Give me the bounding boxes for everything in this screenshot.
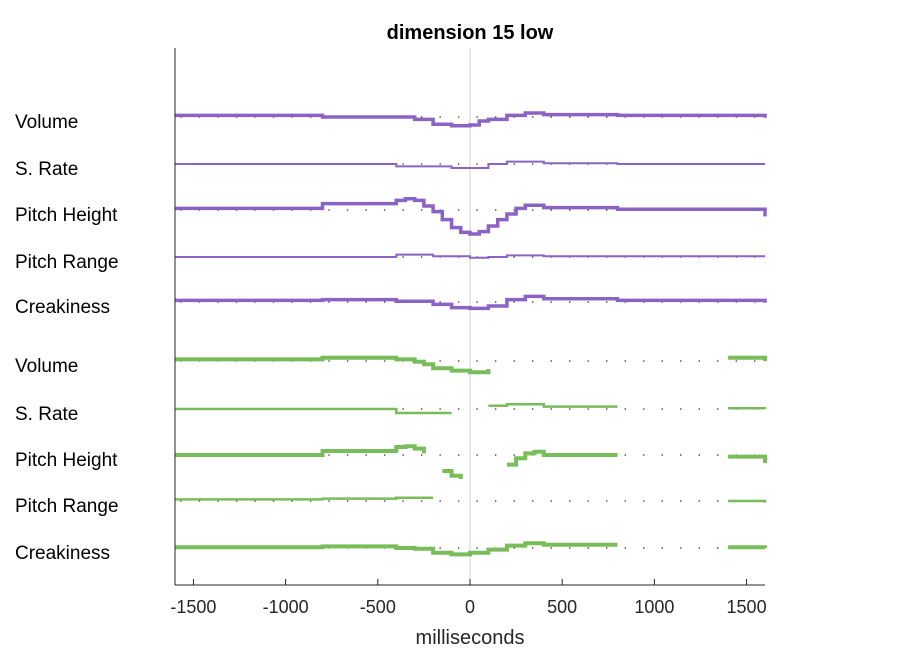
row-1-0: Volume bbox=[15, 355, 767, 377]
x-tick-label: -1000 bbox=[263, 597, 309, 617]
row-0-2: Pitch Height bbox=[15, 197, 767, 236]
row-0-0: Volume bbox=[15, 111, 767, 133]
series-line-1-1-1 bbox=[488, 402, 618, 408]
series-line-0-4-0 bbox=[175, 294, 767, 311]
series-line-1-2-2 bbox=[506, 449, 618, 467]
row-label: Pitch Range bbox=[15, 252, 119, 273]
series-line-1-1-0 bbox=[175, 407, 452, 415]
x-tick-label: 0 bbox=[465, 597, 475, 617]
chart-title: dimension 15 low bbox=[387, 22, 554, 44]
x-tick-label: -1500 bbox=[170, 597, 216, 617]
series-line-1-3-1 bbox=[728, 499, 767, 503]
series-line-1-0-0 bbox=[175, 355, 491, 375]
series-line-0-1-0 bbox=[175, 160, 765, 169]
row-0-1: S. Rate bbox=[15, 159, 766, 180]
x-tick-label: 1000 bbox=[634, 597, 674, 617]
row-1-3: Pitch Range bbox=[15, 496, 767, 517]
series-line-0-2-0 bbox=[175, 197, 767, 236]
row-label: Volume bbox=[15, 356, 78, 377]
row-label: Pitch Height bbox=[15, 205, 118, 226]
x-tick-label: -500 bbox=[360, 597, 396, 617]
series-line-1-0-1 bbox=[728, 355, 767, 361]
row-label: Pitch Range bbox=[15, 496, 119, 517]
series-line-0-0-0 bbox=[175, 111, 767, 128]
x-axis: -1500 -1000 -500 0 500 1000 1500 bbox=[170, 48, 767, 617]
row-0-3: Pitch Range bbox=[15, 252, 766, 273]
row-label: Pitch Height bbox=[15, 450, 118, 471]
x-tick-label: 1500 bbox=[727, 597, 767, 617]
series-line-1-4-0 bbox=[175, 541, 618, 557]
series-line-1-2-1 bbox=[442, 469, 463, 479]
row-0-4: Creakiness bbox=[15, 294, 767, 318]
series-line-0-3-0 bbox=[175, 253, 765, 259]
row-1-1: S. Rate bbox=[15, 402, 767, 425]
row-label: S. Rate bbox=[15, 159, 78, 180]
series-line-1-2-0 bbox=[175, 444, 426, 457]
row-1-2: Pitch Height bbox=[15, 444, 767, 479]
x-axis-label: milliseconds bbox=[416, 627, 525, 649]
row-label: Creakiness bbox=[15, 543, 110, 564]
row-label: Creakiness bbox=[15, 297, 110, 318]
series-line-1-2-3 bbox=[728, 454, 767, 463]
series-line-1-3-0 bbox=[175, 496, 434, 501]
row-1-4: Creakiness bbox=[15, 541, 767, 564]
plot-area: Volume S. Rate Pitch Height Pitch Range Crea… bbox=[15, 48, 767, 585]
series-line-1-1-2 bbox=[728, 406, 767, 410]
series-line-1-4-1 bbox=[728, 545, 767, 550]
x-tick-label: 500 bbox=[547, 597, 577, 617]
row-label: Volume bbox=[15, 112, 78, 133]
row-label: S. Rate bbox=[15, 404, 78, 425]
